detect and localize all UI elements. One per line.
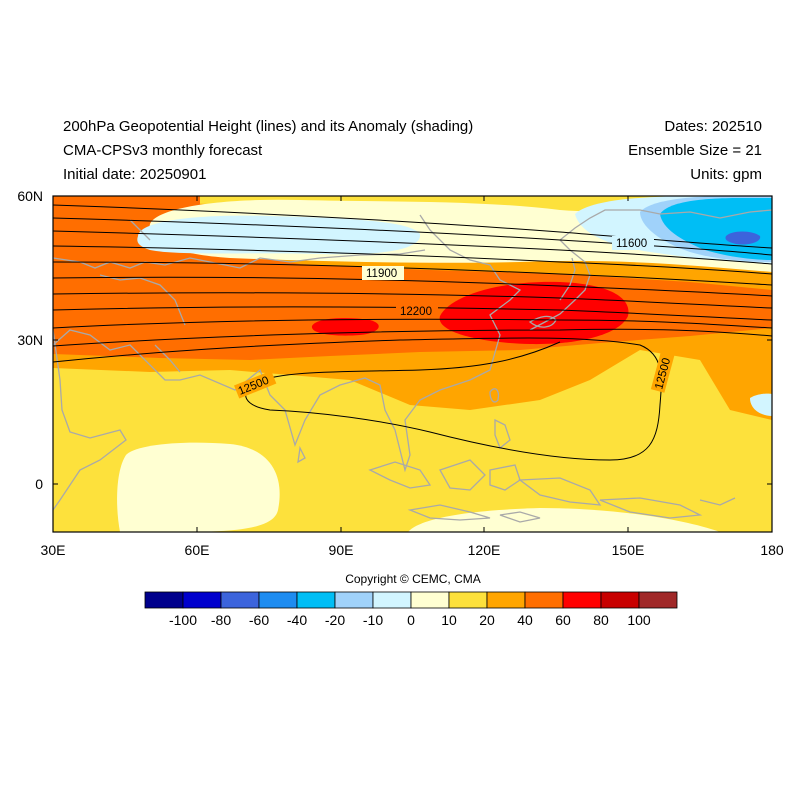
colorbar-box <box>562 591 602 609</box>
colorbar-box <box>182 591 222 609</box>
colorbar-label: -60 <box>249 612 269 628</box>
colorbar-box <box>600 591 640 609</box>
colorbar <box>144 591 678 609</box>
colorbar-box <box>296 591 336 609</box>
units-label: Units: gpm <box>690 166 762 183</box>
initial-date: Initial date: 20250901 <box>63 166 207 183</box>
colorbar-box <box>486 591 526 609</box>
colorbar-label: 40 <box>517 612 533 628</box>
lon-tick-30e: 30E <box>41 542 66 558</box>
ensemble-size: Ensemble Size = 21 <box>628 142 762 159</box>
colorbar-label: 100 <box>627 612 651 628</box>
colorbar-label: -80 <box>211 612 231 628</box>
contour-label-11900: 11900 <box>366 268 397 280</box>
contour-labels: 11600 11900 12200 12500 12500 <box>234 236 675 399</box>
colorbar-box <box>258 591 298 609</box>
lon-tick-90e: 90E <box>329 542 354 558</box>
figure-title: 200hPa Geopotential Height (lines) and i… <box>63 118 474 135</box>
colorbar-box <box>524 591 564 609</box>
lon-axis <box>52 196 773 532</box>
contour-label-11600: 11600 <box>616 238 647 250</box>
colorbar-label: -20 <box>325 612 345 628</box>
colorbar-box <box>372 591 412 609</box>
coastlines <box>53 209 772 523</box>
colorbar-box <box>220 591 260 609</box>
colorbar-label: 20 <box>479 612 495 628</box>
copyright-notice: Copyright © CEMC, CMA <box>345 572 481 586</box>
map-frame <box>52 195 773 533</box>
lon-tick-120e: 120E <box>468 542 501 558</box>
colorbar-box <box>410 591 450 609</box>
colorbar-label: 80 <box>593 612 609 628</box>
forecast-dates: Dates: 202510 <box>664 118 762 135</box>
height-contours <box>53 204 772 461</box>
colorbar-box <box>334 591 374 609</box>
lon-tick-180: 180 <box>760 542 784 558</box>
lon-tick-150e: 150E <box>612 542 645 558</box>
colorbar-box <box>638 591 678 609</box>
lat-tick-60n: 60N <box>17 188 43 204</box>
lat-axis <box>53 195 772 485</box>
colorbar-box <box>144 591 184 609</box>
colorbar-label: 10 <box>441 612 457 628</box>
lat-tick-30n: 30N <box>17 332 43 348</box>
colorbar-labels: -100 -80 -60 -40 -20 -10 0 10 20 40 60 80 100 <box>169 612 651 628</box>
contour-label-12200: 12200 <box>400 306 432 318</box>
model-name: CMA-CPSv3 monthly forecast <box>63 142 263 159</box>
colorbar-box <box>448 591 488 609</box>
colorbar-label: -100 <box>169 612 197 628</box>
colorbar-label: 0 <box>407 612 415 628</box>
colorbar-label: 60 <box>555 612 571 628</box>
lon-tick-60e: 60E <box>185 542 210 558</box>
lat-tick-0: 0 <box>35 476 43 492</box>
colorbar-label: -10 <box>363 612 383 628</box>
colorbar-label: -40 <box>287 612 307 628</box>
